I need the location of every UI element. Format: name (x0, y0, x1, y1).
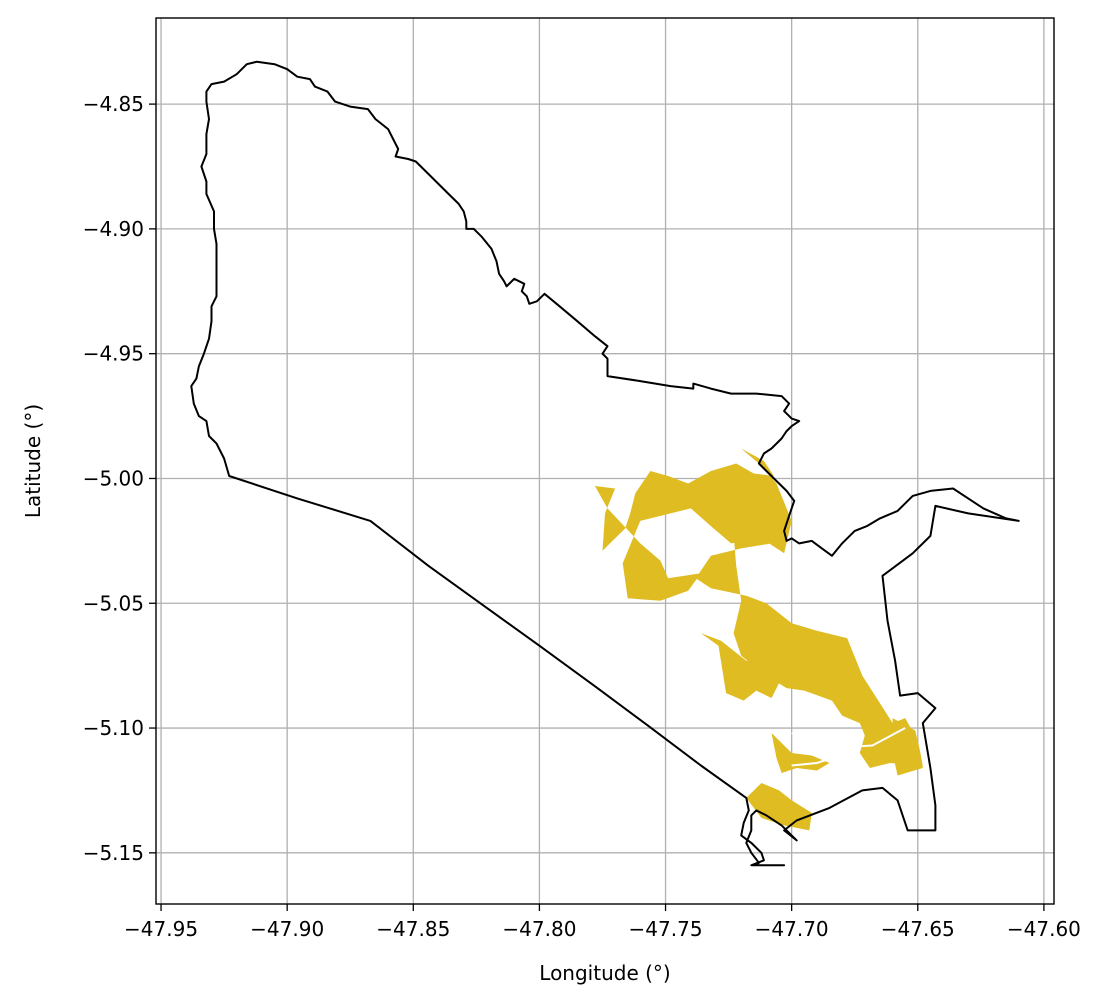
municipality-boundary (190, 60, 1020, 867)
yellow-region (746, 783, 812, 831)
x-tick-label: −47.60 (1007, 917, 1081, 941)
axis-ticks: −47.95 −47.90 −47.85 −47.80 −47.75 −47.70 −47.… (83, 92, 1081, 941)
x-tick-label: −47.70 (755, 917, 829, 941)
y-tick-label: −5.10 (83, 716, 144, 740)
yellow-region (594, 448, 792, 601)
y-tick-label: −4.90 (83, 217, 144, 241)
x-tick-label: −47.95 (124, 917, 198, 941)
y-tick-label: −5.15 (83, 841, 144, 865)
y-axis-label: Latitude (°) (21, 404, 45, 518)
x-tick-label: −47.85 (376, 917, 450, 941)
yellow-region (700, 633, 785, 701)
x-tick-label: −47.90 (250, 917, 324, 941)
y-tick-label: −5.05 (83, 591, 144, 615)
x-tick-label: −47.80 (502, 917, 576, 941)
yellow-region (892, 718, 923, 776)
region-gap-line (791, 754, 840, 767)
yellow-region (695, 483, 923, 768)
region-gap-line (791, 727, 906, 750)
x-tick-label: −47.75 (629, 917, 703, 941)
x-axis-label: Longitude (°) (539, 961, 670, 985)
x-tick-label: −47.65 (881, 917, 955, 941)
plot-frame (155, 17, 1055, 905)
map-shapes (190, 60, 1020, 867)
y-tick-label: −4.95 (83, 342, 144, 366)
y-tick-label: −5.00 (83, 466, 144, 490)
y-tick-label: −4.85 (83, 92, 144, 116)
